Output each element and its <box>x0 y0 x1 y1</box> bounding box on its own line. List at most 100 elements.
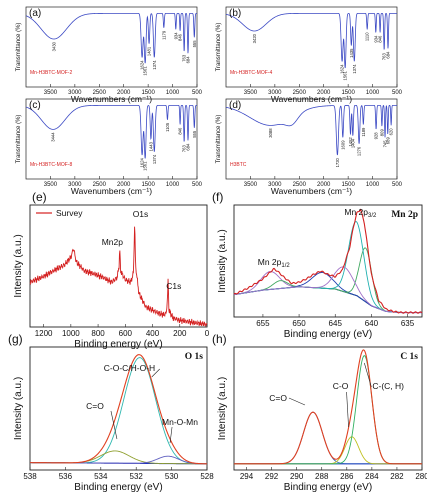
peak-label: 763 <box>182 54 187 62</box>
x-axis-label: Wavenumbers (cm⁻¹) <box>71 186 152 196</box>
x-tick-label: 635 <box>401 319 415 328</box>
peak-label: 1374 <box>152 154 157 164</box>
plot-frame <box>29 346 208 471</box>
x-tick-label: 500 <box>392 182 403 188</box>
peak-label: 1481 <box>147 46 152 56</box>
sample-label: Mn-H3BTC-MOF-4 <box>230 70 272 76</box>
peak-annotation: C1s <box>166 281 181 291</box>
legend-entry: Survey <box>56 208 83 218</box>
x-tick-label: 1000 <box>366 90 380 96</box>
peak-label: 1720 <box>335 157 340 167</box>
x-tick-label: 400 <box>146 329 160 338</box>
peak-label: 763 <box>382 53 387 61</box>
y-axis-label: Transmittance (%) <box>16 115 22 164</box>
panel-label: (e) <box>32 190 47 204</box>
peak-label: 1404 <box>350 138 355 148</box>
plot-frame <box>225 6 398 88</box>
peak-label: 934 <box>173 32 178 40</box>
peak-label: 689 <box>385 137 390 145</box>
peak-label: 1561 <box>343 70 348 80</box>
panel-c: 3500 3000 2500 2000 1500 1000 500 Wavenumbers (… <box>16 98 203 196</box>
x-tick-label: 1500 <box>141 90 155 96</box>
x-tick-label: 2000 <box>117 90 131 96</box>
peak-annotation: O1s <box>133 209 149 219</box>
peak-annotation-subscript: 3/2 <box>368 213 377 219</box>
annotation-leader <box>364 362 372 388</box>
peak-label: 555 <box>192 130 197 138</box>
peak-label: 684 <box>386 51 391 59</box>
panel-d: 3500 3000 2500 2000 1500 1000 500 Wavenumbers (… <box>216 98 403 196</box>
sample-label: H3BTC <box>230 162 247 168</box>
x-tick-label: 3500 <box>244 182 258 188</box>
y-axis-label: Intensity (a.u.) <box>13 377 24 440</box>
x-tick-label: 528 <box>200 472 214 481</box>
y-axis-label: Intensity (a.u.) <box>217 229 228 292</box>
peak-label: 1624 <box>340 64 345 74</box>
peak-label: 1276 <box>357 146 362 156</box>
peak-label: 1452 <box>348 137 353 147</box>
panel-title: Mn 2p <box>391 210 418 220</box>
x-tick-label: 2500 <box>293 182 307 188</box>
ftir-spectrum-line <box>25 12 197 64</box>
peak-label: 684 <box>186 56 191 64</box>
fit-component-line <box>233 280 422 313</box>
survey-spectrum-line <box>29 226 208 328</box>
fit-component-line <box>233 271 422 313</box>
y-axis-label: Transmittance (%) <box>16 23 22 72</box>
x-tick-label: 1000 <box>366 182 380 188</box>
x-tick-label: 0 <box>205 329 210 338</box>
x-tick-label: 3000 <box>268 182 282 188</box>
fit-component-line <box>234 411 422 465</box>
peak-annotation: C=O <box>269 393 287 403</box>
fit-component-line <box>233 272 422 313</box>
x-tick-label: 2000 <box>317 182 331 188</box>
ftir-spectrum-line <box>225 12 397 69</box>
peak-label: 934 <box>373 35 378 43</box>
peak-label: 1443 <box>148 141 153 151</box>
peak-label: 1110 <box>365 32 370 41</box>
fit-component-line <box>233 221 422 313</box>
panel-e: 1200 1000 800 600 400 200 0 Binding energy (eV)… <box>13 190 210 350</box>
peak-annotation: Mn 2p1/2 <box>258 257 291 269</box>
x-tick-label: 645 <box>329 319 343 328</box>
annotation-leader <box>288 397 306 406</box>
peak-annotation: C-O-C/H-O-H <box>104 363 155 373</box>
peak-label: 846 <box>178 127 183 135</box>
y-axis-label: Transmittance (%) <box>216 115 222 164</box>
envelope-line <box>30 354 208 465</box>
ftir-spectrum-line <box>25 104 197 159</box>
peak-label: 1374 <box>352 64 357 74</box>
x-tick-label: 1000 <box>62 329 80 338</box>
annotation-leader <box>151 368 160 378</box>
peak-label: 809 <box>379 129 384 137</box>
peak-label: 3420 <box>252 33 257 43</box>
peak-annotation: Mn-O-Mn <box>162 417 198 427</box>
peak-label: 1189 <box>361 127 366 137</box>
annotation-leader <box>346 391 349 428</box>
x-tick-label: 1500 <box>341 90 355 96</box>
plot-frame <box>29 204 208 328</box>
peak-label: 3430 <box>51 41 56 51</box>
peak-label: 1561 <box>143 66 148 76</box>
x-tick-label: 532 <box>130 472 144 481</box>
peak-annotation: C-O <box>333 381 349 391</box>
x-tick-label: 640 <box>365 319 379 328</box>
x-tick-label: 280 <box>415 472 427 481</box>
peak-label: 1561 <box>143 161 148 171</box>
peak-label: 1624 <box>140 60 145 70</box>
panel-label: (h) <box>212 332 227 346</box>
peak-label: 1179 <box>161 30 166 40</box>
x-tick-label: 655 <box>256 319 270 328</box>
peak-annotation: Mn2p <box>102 237 124 247</box>
fit-component-line <box>233 266 422 313</box>
x-tick-label: 800 <box>91 329 105 338</box>
x-tick-label: 3500 <box>44 90 58 96</box>
plot-frame <box>25 6 198 88</box>
measured-spectrum-line <box>233 208 423 314</box>
panel-title: C 1s <box>400 352 418 362</box>
x-tick-label: 2000 <box>317 90 331 96</box>
x-tick-label: 294 <box>240 472 254 481</box>
panel-h: 294 292 290 288 286 284 282 280 Binding energy (… <box>212 332 427 493</box>
